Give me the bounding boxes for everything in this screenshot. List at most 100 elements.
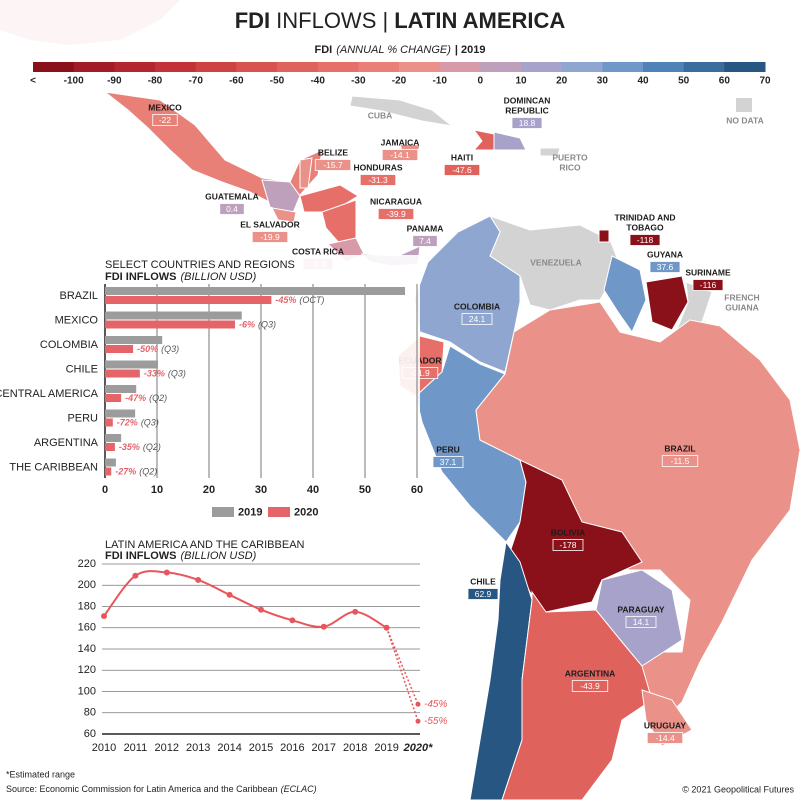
category-label: CHILE [66,363,98,375]
country-name: COSTA RICA [292,246,344,256]
legend-title-part: | 2019 [455,44,486,56]
legend-swatch [212,507,234,517]
legend-tick-label: -80 [148,76,163,87]
country-value: -14.4 [655,733,675,743]
country-value: 37.1 [440,457,457,467]
value-box [661,455,699,467]
country-name: SURINAME [685,267,731,277]
title: FDI INFLOWS | LATIN AMERICA [235,8,566,33]
country [413,215,521,373]
legend-swatch [317,62,359,72]
x-tick-label: 2012 [155,742,179,754]
legend-swatch [114,62,156,72]
line-chart-bg [0,532,455,764]
country-name: GUYANA [647,249,683,259]
legend-tick-label: -40 [310,76,325,87]
period: (Q3) [161,344,179,354]
legend-tick-label: -100 [64,76,84,87]
bar [105,467,112,476]
legend-swatch [602,62,644,72]
country [299,157,313,189]
change-value: -50% [137,344,158,354]
subtitle-unit: (BILLION USD) [181,550,257,562]
country-value: -39.9 [386,209,406,219]
country-name: BOLIVIA [551,527,585,537]
country [472,129,495,151]
credit: © 2021 Geopolitical Futures [682,784,794,794]
change-label: -47% (Q2) [125,393,167,403]
point [195,576,202,583]
value-box [432,456,464,468]
change-value: -47% [125,393,146,403]
bar [105,443,115,451]
line-chart-subtitle: FDI INFLOWS (BILLION USD) [105,550,257,562]
x-tick-label: 2015 [249,742,273,754]
estimate-label: -45% [424,699,447,710]
no-data-label: CUBA [368,110,393,120]
source-abbr: (ECLAC) [281,784,317,794]
legend-swatch [33,62,75,72]
legend-label: 2020 [294,506,318,518]
change-label: -35% (Q2) [119,442,161,452]
point [163,569,170,576]
legend-tick-label: 40 [637,76,649,87]
x-tick-label: 60 [411,484,423,496]
period: (OCT) [299,295,324,305]
y-tick-label: 120 [78,664,96,676]
country-value: -43.9 [580,681,600,691]
legend-swatch [480,62,522,72]
country-name: HAITI [451,152,473,162]
x-tick-label: 2013 [186,742,210,754]
country-name: TRINIDAD AND [614,212,675,222]
legend-tick-label: -10 [432,76,447,87]
value-box [629,234,661,246]
bar-chart-subtitle: FDI INFLOWS (BILLION USD) [105,271,257,283]
value-box [511,117,543,129]
country-value: 7.4 [419,236,431,246]
footnote: *Estimated range [6,769,75,779]
country-value: -47.6 [452,165,472,175]
country-value: -118 [637,235,654,245]
value-box [646,732,684,744]
value-box [461,313,493,325]
category-label: BRAZIL [59,290,98,302]
country [501,590,653,800]
y-tick-label: 160 [78,622,96,634]
category-label: CENTRAL AMERICA [0,388,99,400]
change-label: -33% (Q3) [144,369,186,379]
value-box [377,208,415,220]
legend-tick-label: -30 [351,76,366,87]
value-box [412,235,438,247]
category-label: MEXICO [55,314,99,326]
bar [105,345,134,353]
x-tick-label: 2011 [124,742,148,754]
change-label: -27% (Q2) [115,467,157,477]
value-box [467,588,499,600]
country-name: URUGUAY [644,720,687,730]
country [645,275,689,331]
legend-tick-label: -90 [107,76,122,87]
country-name: EL SALVADOR [240,219,300,229]
legend-tick-label: -20 [392,76,407,87]
estimate-line [385,627,419,722]
legend-swatch [358,62,400,72]
estimate-point [415,718,421,724]
bar-chart-title: SELECT COUNTRIES AND REGIONS [105,259,295,271]
legend-swatch [643,62,685,72]
bar [105,409,136,418]
country-value: -22 [159,115,172,125]
subtitle-bold: FDI INFLOWS [105,550,177,562]
bar [105,320,235,329]
change-value: -45% [275,295,296,305]
x-tick-label: 10 [151,484,163,496]
legend-tick-label: 0 [478,76,484,87]
change-label: -72% (Q3) [117,418,159,428]
color-legend: < -100 -90 -80 -70 -60 -50 -40 -30 -20 -10 0 10 20 30 4… [30,62,771,87]
x-tick-label: 30 [255,484,267,496]
legend-tick-label: 20 [556,76,568,87]
country-name: MEXICO [148,102,182,112]
country-name: COLOMBIA [454,301,500,311]
value-box [381,149,419,161]
